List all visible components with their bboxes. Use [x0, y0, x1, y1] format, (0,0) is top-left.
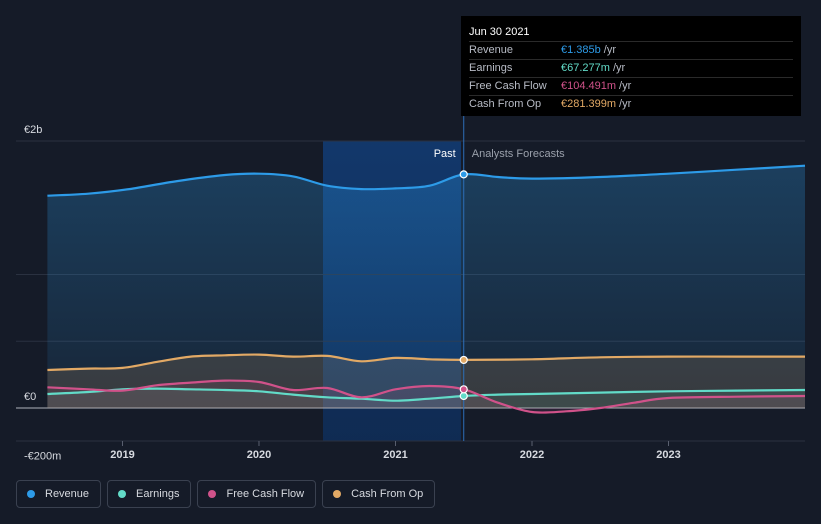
y-axis-label: €0 [24, 391, 36, 403]
legend: Revenue Earnings Free Cash Flow Cash Fro… [16, 480, 436, 508]
series-line-free-cash-flow[interactable] [47, 379, 806, 414]
legend-dot-icon [27, 490, 35, 498]
tooltip-date: Jun 30 2021 [469, 25, 793, 42]
forecast-label: Analysts Forecasts [472, 148, 565, 160]
past-label: Past [434, 148, 456, 160]
legend-label: Cash From Op [351, 488, 424, 500]
tooltip-row-cash-from-op: Cash From Op €281.399m /yr [469, 96, 793, 113]
legend-item-free-cash-flow[interactable]: Free Cash Flow [197, 480, 317, 508]
legend-item-revenue[interactable]: Revenue [16, 480, 102, 508]
tooltip-value: €1.385b [561, 44, 601, 56]
legend-item-cash-from-op[interactable]: Cash From Op [322, 480, 436, 508]
legend-label: Revenue [45, 488, 90, 500]
x-tick-label: 2020 [247, 449, 271, 461]
legend-label: Free Cash Flow [226, 488, 305, 500]
tooltip-value: €67.277m [561, 62, 610, 74]
y-axis-label: €2b [24, 124, 42, 136]
series-marker-free-cash-flow [459, 385, 468, 394]
series-line-earnings[interactable] [47, 387, 806, 402]
tooltip-label: Free Cash Flow [469, 80, 547, 92]
tooltip-row-earnings: Earnings €67.277m /yr [469, 60, 793, 78]
legend-item-earnings[interactable]: Earnings [107, 480, 192, 508]
series-marker-earnings [459, 391, 468, 401]
legend-dot-icon [208, 490, 217, 498]
legend-dot-icon [333, 490, 342, 498]
tooltip-label: Earnings [469, 62, 513, 74]
tooltip-unit: /yr [603, 44, 616, 56]
x-tick-label: 2021 [383, 449, 407, 461]
tooltip-unit: /yr [619, 80, 632, 92]
x-tick-label: 2022 [520, 449, 544, 461]
y-axis-label: -€200m [24, 451, 61, 463]
legend-dot-icon [118, 490, 127, 498]
series-area-earnings [47, 388, 805, 408]
tooltip-unit: /yr [612, 62, 626, 74]
tooltip-row-revenue: Revenue €1.385b /yr [469, 42, 793, 60]
series-area-free-cash-flow [47, 380, 805, 413]
tooltip-unit: /yr [619, 98, 632, 110]
series-line-cash-from-op[interactable] [47, 353, 805, 372]
series-marker-revenue [459, 170, 468, 179]
series-area-cash-from-op [47, 354, 805, 408]
series-line-revenue[interactable] [47, 164, 806, 197]
tooltip: Jun 30 2021 Revenue €1.385b /yr Earnings… [461, 16, 801, 116]
tooltip-row-free-cash-flow: Free Cash Flow €104.491m /yr [469, 78, 793, 96]
tooltip-value: €281.399m [561, 98, 617, 110]
tooltip-label: Cash From Op [469, 98, 542, 110]
x-tick-label: 2023 [656, 449, 680, 461]
tooltip-label: Revenue [469, 44, 514, 56]
x-tick-label: 2019 [110, 449, 134, 461]
series-area-revenue [47, 165, 805, 408]
series-marker-cash-from-op [459, 355, 468, 365]
tooltip-value: €104.491m [561, 80, 617, 92]
legend-label: Earnings [136, 488, 180, 500]
